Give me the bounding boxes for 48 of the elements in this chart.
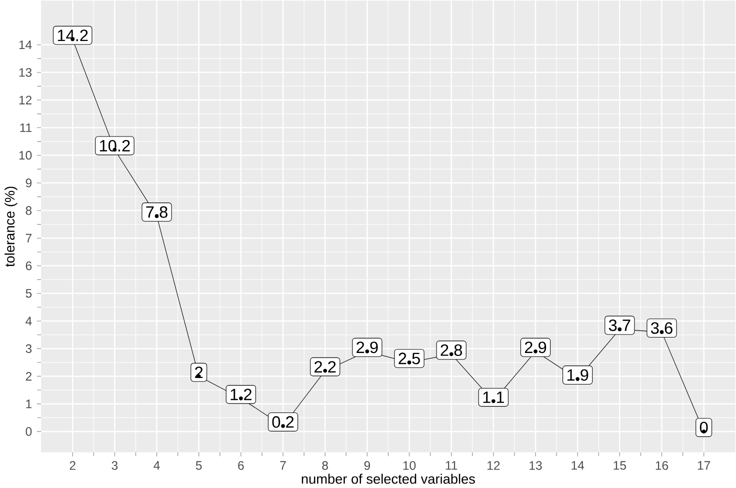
- data-label: 2.8: [440, 344, 462, 356]
- x-tick-label: 2: [70, 460, 76, 470]
- x-tick-label: 7: [280, 460, 286, 470]
- y-tick-label: 2: [26, 372, 32, 380]
- y-tick-label: 3: [26, 344, 32, 353]
- y-tick-label: 8: [26, 206, 32, 215]
- x-tick-label: 17: [698, 460, 710, 470]
- data-label: 7.8: [146, 206, 168, 218]
- data-label: 1.1: [483, 391, 504, 403]
- y-tick-label: 13: [19, 68, 32, 77]
- x-tick-label: 14: [572, 460, 584, 470]
- data-label: 2.9: [524, 341, 546, 354]
- x-tick-label: 12: [488, 460, 500, 470]
- y-tick-label: 0: [26, 426, 32, 436]
- x-tick-label: 3: [112, 460, 118, 470]
- x-tick-label: 16: [656, 460, 668, 470]
- data-label: 14.2: [58, 29, 88, 41]
- data-label: 2.9: [356, 341, 378, 354]
- x-tick-label: 10: [403, 460, 416, 470]
- y-tick-label: 1: [26, 399, 32, 408]
- data-label: 2.2: [314, 360, 336, 372]
- data-label: 2: [195, 366, 203, 378]
- data-label: 1.9: [567, 369, 588, 381]
- data-label: 2.5: [398, 352, 420, 364]
- y-tick-label: 12: [19, 96, 32, 104]
- x-tick-label: 8: [322, 460, 328, 470]
- x-tick-label: 13: [530, 460, 542, 470]
- x-tick-label: 9: [364, 460, 370, 470]
- y-tick-label: 7: [26, 234, 32, 242]
- x-axis-title: number of selected variables: [302, 474, 475, 484]
- x-tick-label: 6: [238, 460, 244, 470]
- y-tick-label: 4: [26, 316, 32, 326]
- data-label: 3.7: [608, 319, 630, 331]
- x-tick-label: 5: [196, 460, 202, 470]
- data-label: 3.6: [650, 322, 672, 334]
- y-tick-label: 10: [19, 150, 32, 160]
- data-label: 10.2: [100, 140, 130, 152]
- x-tick-label: 15: [614, 460, 626, 470]
- x-tick-label: 4: [154, 460, 160, 470]
- data-label: 1.2: [230, 388, 252, 400]
- y-tick-label: 11: [20, 123, 32, 132]
- x-tick-label: 11: [446, 460, 458, 470]
- data-label: 0.2: [272, 416, 294, 428]
- y-axis-title: tolerance (%): [4, 186, 18, 267]
- y-tick-label: 9: [26, 178, 32, 188]
- y-tick-label: 5: [26, 288, 32, 298]
- y-tick-label: 6: [26, 261, 32, 270]
- y-tick-label: 14: [19, 40, 32, 49]
